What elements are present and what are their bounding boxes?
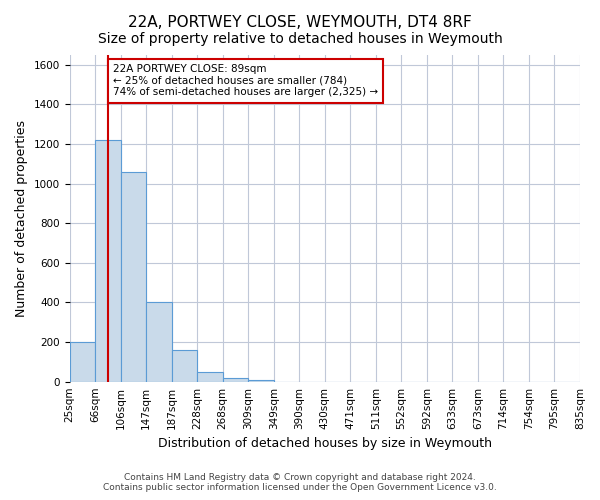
Bar: [248, 380, 274, 382]
Bar: [223, 378, 248, 382]
Bar: [146, 302, 172, 382]
Text: Size of property relative to detached houses in Weymouth: Size of property relative to detached ho…: [98, 32, 502, 46]
X-axis label: Distribution of detached houses by size in Weymouth: Distribution of detached houses by size …: [158, 437, 492, 450]
Y-axis label: Number of detached properties: Number of detached properties: [15, 120, 28, 317]
Bar: [172, 350, 197, 382]
Text: 22A PORTWEY CLOSE: 89sqm
← 25% of detached houses are smaller (784)
74% of semi-: 22A PORTWEY CLOSE: 89sqm ← 25% of detach…: [113, 64, 378, 98]
Bar: [95, 140, 121, 382]
Bar: [70, 342, 95, 382]
Bar: [121, 172, 146, 382]
Bar: [197, 372, 223, 382]
Text: Contains HM Land Registry data © Crown copyright and database right 2024.
Contai: Contains HM Land Registry data © Crown c…: [103, 473, 497, 492]
Text: 22A, PORTWEY CLOSE, WEYMOUTH, DT4 8RF: 22A, PORTWEY CLOSE, WEYMOUTH, DT4 8RF: [128, 15, 472, 30]
